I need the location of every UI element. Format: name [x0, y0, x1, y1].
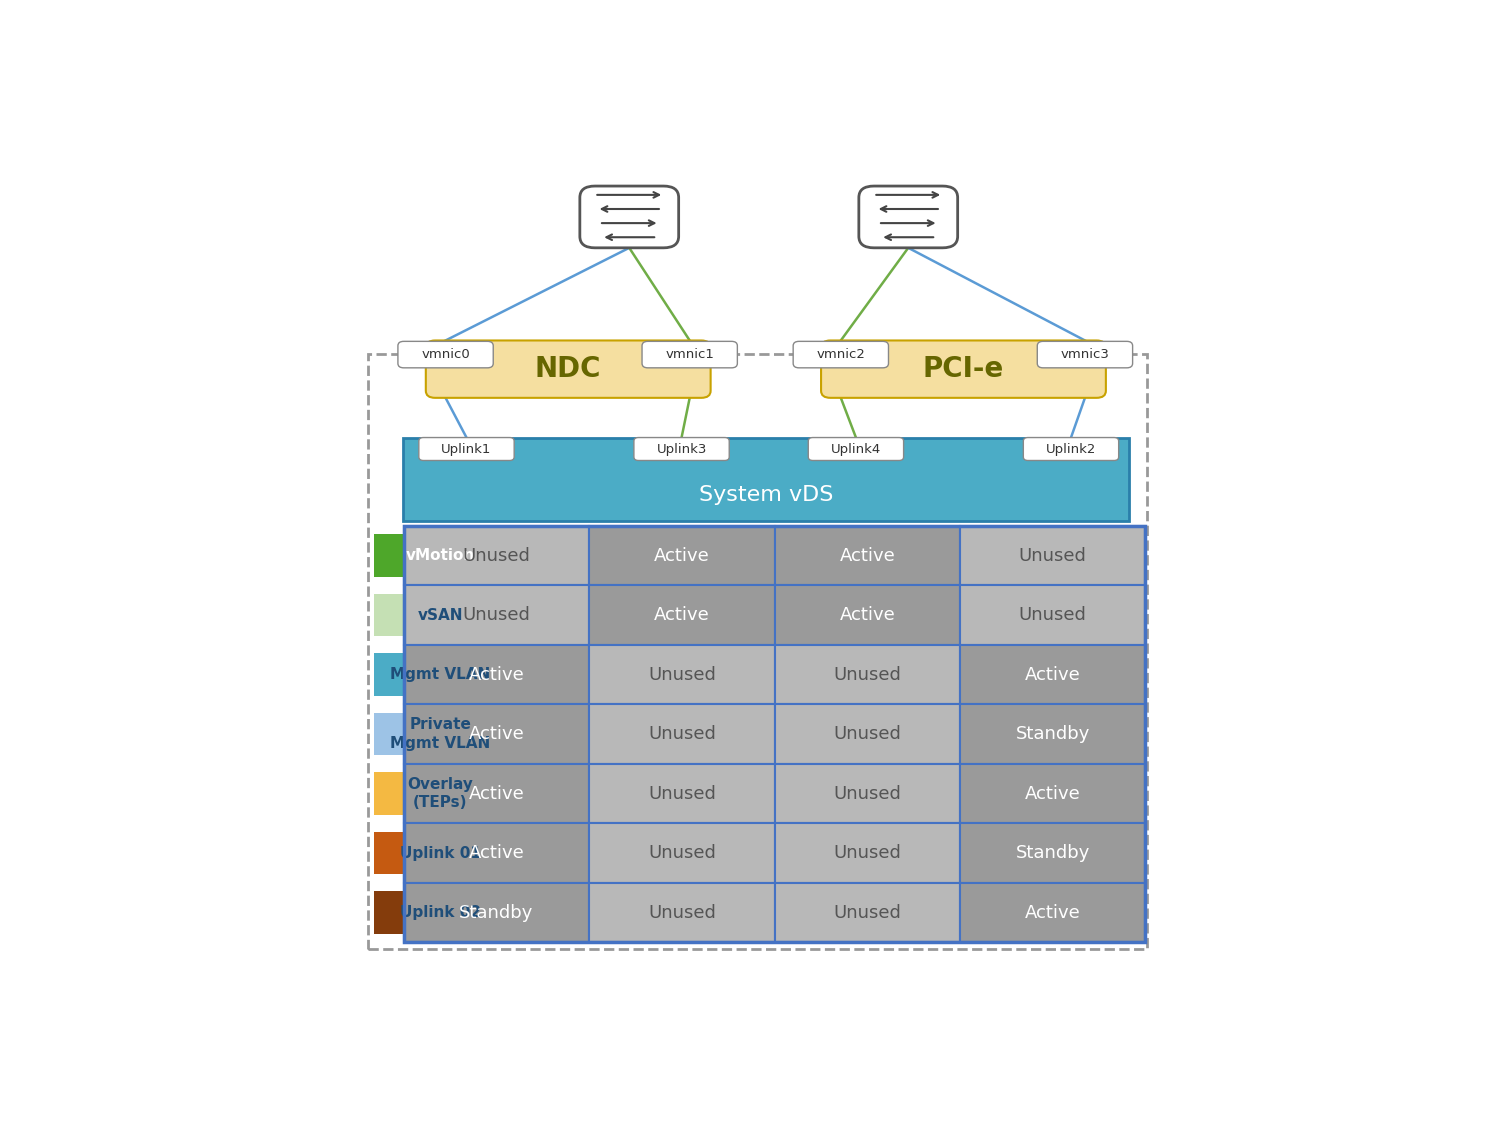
Bar — [404, 645, 590, 705]
Text: vmnic3: vmnic3 — [1060, 348, 1110, 361]
Bar — [774, 823, 960, 882]
Bar — [960, 645, 1146, 705]
Text: Private
Mgmt VLAN: Private Mgmt VLAN — [390, 717, 490, 751]
Bar — [960, 586, 1146, 645]
Text: PCI-e: PCI-e — [922, 355, 1004, 383]
Text: vmnic2: vmnic2 — [816, 348, 866, 361]
Text: Uplink 02: Uplink 02 — [400, 905, 482, 920]
Bar — [374, 534, 507, 576]
Bar — [404, 526, 590, 586]
Text: Active: Active — [840, 547, 896, 565]
Bar — [404, 586, 590, 645]
Text: Active: Active — [468, 785, 525, 802]
Text: Unused: Unused — [834, 903, 902, 921]
Text: NDC: NDC — [536, 355, 602, 383]
Bar — [590, 763, 774, 823]
Bar — [774, 882, 960, 942]
Text: Active: Active — [1024, 666, 1080, 683]
Text: Active: Active — [654, 547, 710, 565]
Text: Unused: Unused — [648, 666, 716, 683]
Text: Uplink3: Uplink3 — [657, 442, 706, 455]
Bar — [774, 763, 960, 823]
Text: vmnic1: vmnic1 — [666, 348, 714, 361]
Text: Uplink2: Uplink2 — [1046, 442, 1096, 455]
Bar — [374, 594, 507, 636]
Bar — [374, 653, 507, 696]
Text: Unused: Unused — [1019, 606, 1086, 625]
Bar — [774, 645, 960, 705]
Bar — [590, 586, 774, 645]
Bar — [590, 823, 774, 882]
Bar — [960, 882, 1146, 942]
Text: System vDS: System vDS — [699, 485, 832, 504]
Bar — [590, 526, 774, 586]
Text: Unused: Unused — [834, 725, 902, 743]
Text: Active: Active — [468, 845, 525, 862]
FancyBboxPatch shape — [794, 342, 888, 368]
Bar — [374, 713, 507, 755]
Text: Standby: Standby — [1016, 845, 1090, 862]
Text: Uplink4: Uplink4 — [831, 442, 880, 455]
Bar — [590, 882, 774, 942]
Text: Unused: Unused — [834, 845, 902, 862]
Bar — [402, 438, 1130, 521]
Bar — [374, 832, 507, 874]
Bar — [404, 705, 590, 763]
Bar — [590, 645, 774, 705]
Bar — [774, 705, 960, 763]
FancyBboxPatch shape — [580, 186, 678, 248]
Text: Active: Active — [468, 725, 525, 743]
FancyBboxPatch shape — [1038, 342, 1132, 368]
Bar — [960, 705, 1146, 763]
Text: Overlay
(TEPs): Overlay (TEPs) — [408, 777, 474, 810]
Bar — [404, 823, 590, 882]
Text: Unused: Unused — [834, 666, 902, 683]
Text: Unused: Unused — [1019, 547, 1086, 565]
Bar — [374, 892, 507, 934]
FancyBboxPatch shape — [821, 340, 1106, 398]
FancyBboxPatch shape — [398, 342, 494, 368]
Bar — [960, 763, 1146, 823]
Text: vmnic0: vmnic0 — [422, 348, 470, 361]
Text: Unused: Unused — [648, 725, 716, 743]
Bar — [960, 526, 1146, 586]
Text: Active: Active — [468, 666, 525, 683]
Text: Uplink 01: Uplink 01 — [400, 846, 482, 861]
Text: Unused: Unused — [648, 845, 716, 862]
Text: Active: Active — [1024, 785, 1080, 802]
Text: Active: Active — [1024, 903, 1080, 921]
FancyBboxPatch shape — [419, 438, 514, 461]
Text: Standby: Standby — [1016, 725, 1090, 743]
Bar — [404, 763, 590, 823]
FancyBboxPatch shape — [426, 340, 711, 398]
Bar — [374, 772, 507, 815]
Bar — [590, 705, 774, 763]
Text: Mgmt VLAN: Mgmt VLAN — [390, 667, 490, 682]
FancyBboxPatch shape — [634, 438, 729, 461]
FancyBboxPatch shape — [1023, 438, 1119, 461]
FancyBboxPatch shape — [808, 438, 903, 461]
Text: Unused: Unused — [648, 903, 716, 921]
Bar — [404, 882, 590, 942]
Bar — [960, 823, 1146, 882]
Bar — [368, 354, 1146, 949]
Text: Active: Active — [840, 606, 896, 625]
FancyBboxPatch shape — [642, 342, 738, 368]
Bar — [404, 526, 1146, 942]
Bar — [774, 526, 960, 586]
Text: vMotion: vMotion — [405, 548, 476, 563]
Text: vSAN: vSAN — [417, 607, 464, 622]
Text: Unused: Unused — [648, 785, 716, 802]
Bar — [774, 586, 960, 645]
Text: Uplink1: Uplink1 — [441, 442, 492, 455]
Text: Unused: Unused — [462, 547, 531, 565]
FancyBboxPatch shape — [859, 186, 957, 248]
Text: Active: Active — [654, 606, 710, 625]
Text: Standby: Standby — [459, 903, 534, 921]
Text: Unused: Unused — [462, 606, 531, 625]
Text: Unused: Unused — [834, 785, 902, 802]
